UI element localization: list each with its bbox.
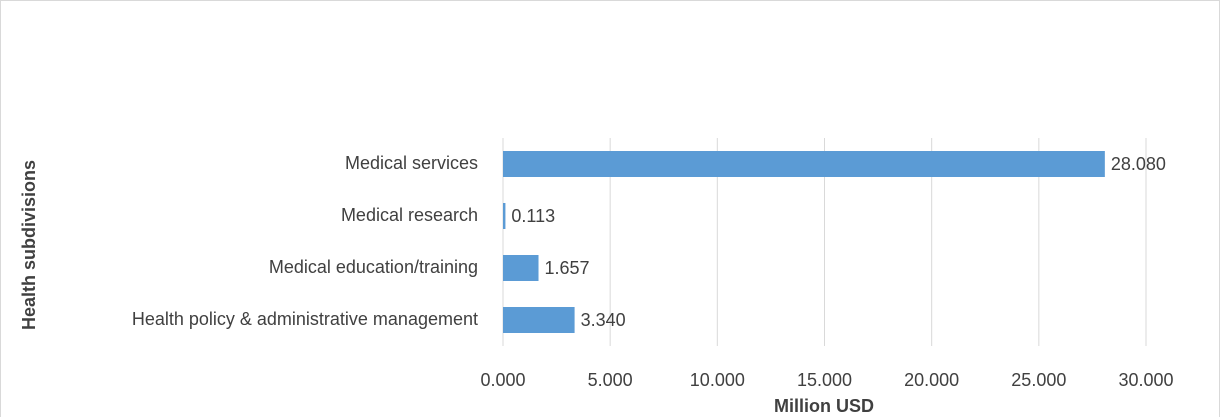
x-tick-label: 30.000 [1118, 370, 1173, 390]
x-axis-label: Million USD [774, 396, 874, 416]
x-tick-label: 5.000 [588, 370, 633, 390]
y-tick-label: Health policy & administrative managemen… [132, 309, 478, 329]
bar [503, 255, 539, 281]
x-tick-label: 20.000 [904, 370, 959, 390]
x-tick-label: 0.000 [480, 370, 525, 390]
y-tick-label: Medical education/training [269, 257, 478, 277]
y-tick-label: Medical research [341, 205, 478, 225]
value-label: 3.340 [581, 310, 626, 330]
value-label: 1.657 [545, 258, 590, 278]
y-tick-label: Medical services [345, 153, 478, 173]
bar [503, 151, 1105, 177]
y-axis-label: Health subdivisions [19, 160, 39, 330]
x-tick-label: 15.000 [797, 370, 852, 390]
value-label: 0.113 [511, 206, 555, 226]
bar [503, 203, 506, 229]
value-label: 28.080 [1111, 154, 1166, 174]
x-tick-label: 25.000 [1011, 370, 1066, 390]
x-tick-label: 10.000 [690, 370, 745, 390]
bar [503, 307, 575, 333]
